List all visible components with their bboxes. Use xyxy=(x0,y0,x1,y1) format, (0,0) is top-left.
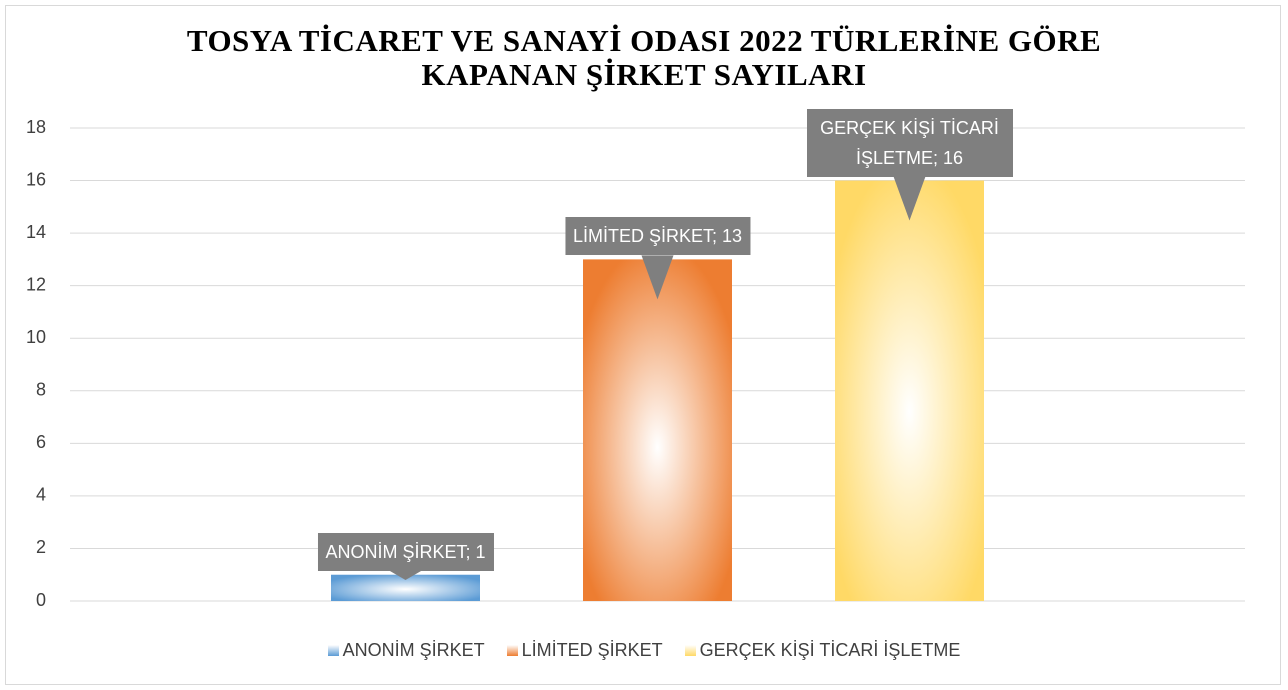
label-pointer xyxy=(893,176,926,221)
y-tick-label: 14 xyxy=(26,222,46,242)
y-tick-label: 2 xyxy=(36,537,46,557)
y-tick-label: 4 xyxy=(36,485,46,505)
data-label: GERÇEK KİŞİ TİCARİ İŞLETME; 16 xyxy=(806,108,1013,177)
legend: ANONİM ŞİRKET LİMİTED ŞİRKET GERÇEK KİŞİ T… xyxy=(0,640,1288,661)
y-tick-label: 18 xyxy=(26,117,46,137)
legend-item: LİMİTED ŞİRKET xyxy=(506,640,663,661)
y-tick-label: 12 xyxy=(26,274,46,294)
y-tick-label: 0 xyxy=(36,590,46,610)
bar xyxy=(835,180,984,602)
data-label: ANONİM ŞİRKET; 1 xyxy=(317,532,494,571)
legend-swatch xyxy=(506,645,518,656)
y-tick-label: 16 xyxy=(26,169,46,189)
chart-title: TOSYA TİCARET VE SANAYİ ODASI 2022 TÜRLE… xyxy=(186,23,1102,92)
bar xyxy=(583,259,732,601)
legend-item: GERÇEK KİŞİ TİCARİ İŞLETME xyxy=(684,640,961,661)
y-tick-label: 10 xyxy=(26,327,46,347)
legend-swatch xyxy=(684,645,696,656)
y-tick-label: 8 xyxy=(36,380,46,400)
label-pointer xyxy=(641,255,674,300)
legend-label: ANONİM ŞİRKET xyxy=(342,640,485,660)
legend-item: ANONİM ŞİRKET xyxy=(327,640,485,661)
data-label: LİMİTED ŞİRKET; 13 xyxy=(564,217,751,256)
legend-label: LİMİTED ŞİRKET xyxy=(521,640,663,660)
y-tick-label: 6 xyxy=(36,432,46,452)
chart-frame xyxy=(5,5,1281,685)
legend-swatch xyxy=(327,645,339,656)
label-pointer xyxy=(389,570,422,580)
legend-label: GERÇEK KİŞİ TİCARİ İŞLETME xyxy=(699,640,961,660)
